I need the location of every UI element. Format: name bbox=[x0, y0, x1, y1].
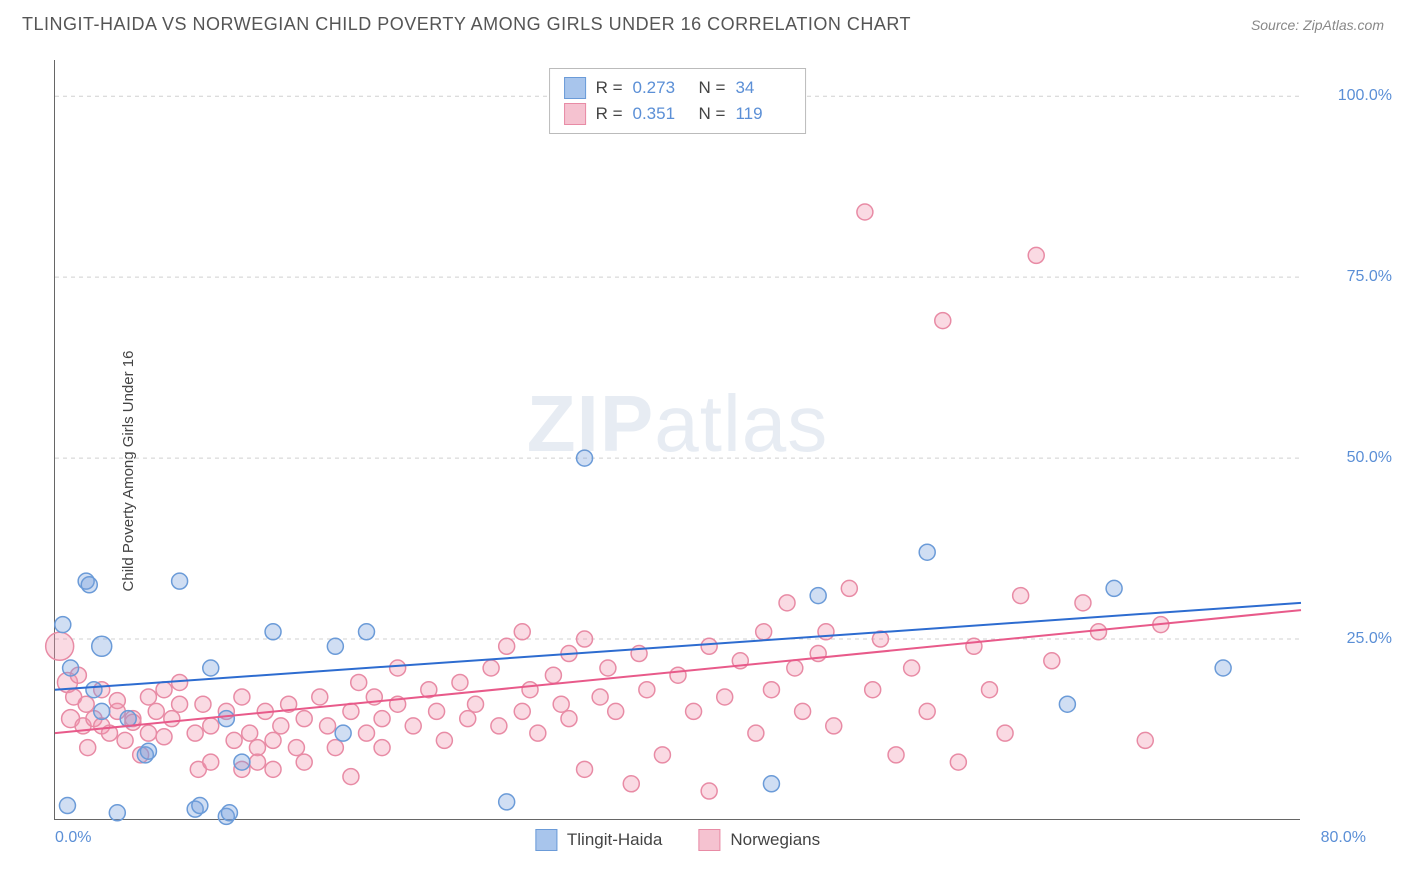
swatch-series2 bbox=[564, 103, 586, 125]
source-label: Source: ZipAtlas.com bbox=[1251, 17, 1384, 33]
legend-item-1: Tlingit-Haida bbox=[535, 829, 662, 851]
legend-swatch-2 bbox=[698, 829, 720, 851]
bottom-legend: Tlingit-Haida Norwegians bbox=[535, 829, 820, 851]
r-label-1: R = bbox=[596, 78, 623, 98]
r-value-2: 0.351 bbox=[633, 104, 689, 124]
n-label-2: N = bbox=[699, 104, 726, 124]
scatter-svg bbox=[55, 60, 1300, 819]
stats-legend-box: R = 0.273 N = 34 R = 0.351 N = 119 bbox=[549, 68, 807, 134]
y-tick-label: 75.0% bbox=[1347, 268, 1392, 286]
n-label-1: N = bbox=[699, 78, 726, 98]
chart-container: Child Poverty Among Girls Under 16 ZIPat… bbox=[0, 50, 1406, 892]
y-tick-label: 50.0% bbox=[1347, 449, 1392, 467]
legend-item-2: Norwegians bbox=[698, 829, 820, 851]
y-tick-label: 25.0% bbox=[1347, 630, 1392, 648]
y-tick-label: 100.0% bbox=[1338, 87, 1392, 105]
n-value-2: 119 bbox=[735, 104, 791, 124]
chart-title: TLINGIT-HAIDA VS NORWEGIAN CHILD POVERTY… bbox=[22, 14, 911, 35]
legend-label-2: Norwegians bbox=[730, 830, 820, 850]
swatch-series1 bbox=[564, 77, 586, 99]
r-label-2: R = bbox=[596, 104, 623, 124]
n-value-1: 34 bbox=[735, 78, 791, 98]
stats-row-1: R = 0.273 N = 34 bbox=[564, 75, 792, 101]
r-value-1: 0.273 bbox=[633, 78, 689, 98]
plot-area: ZIPatlas R = 0.273 N = 34 R = 0.351 N = … bbox=[54, 60, 1300, 820]
legend-swatch-1 bbox=[535, 829, 557, 851]
legend-label-1: Tlingit-Haida bbox=[567, 830, 662, 850]
stats-row-2: R = 0.351 N = 119 bbox=[564, 101, 792, 127]
x-tick-label: 80.0% bbox=[1321, 829, 1366, 847]
x-tick-label: 0.0% bbox=[55, 829, 91, 847]
